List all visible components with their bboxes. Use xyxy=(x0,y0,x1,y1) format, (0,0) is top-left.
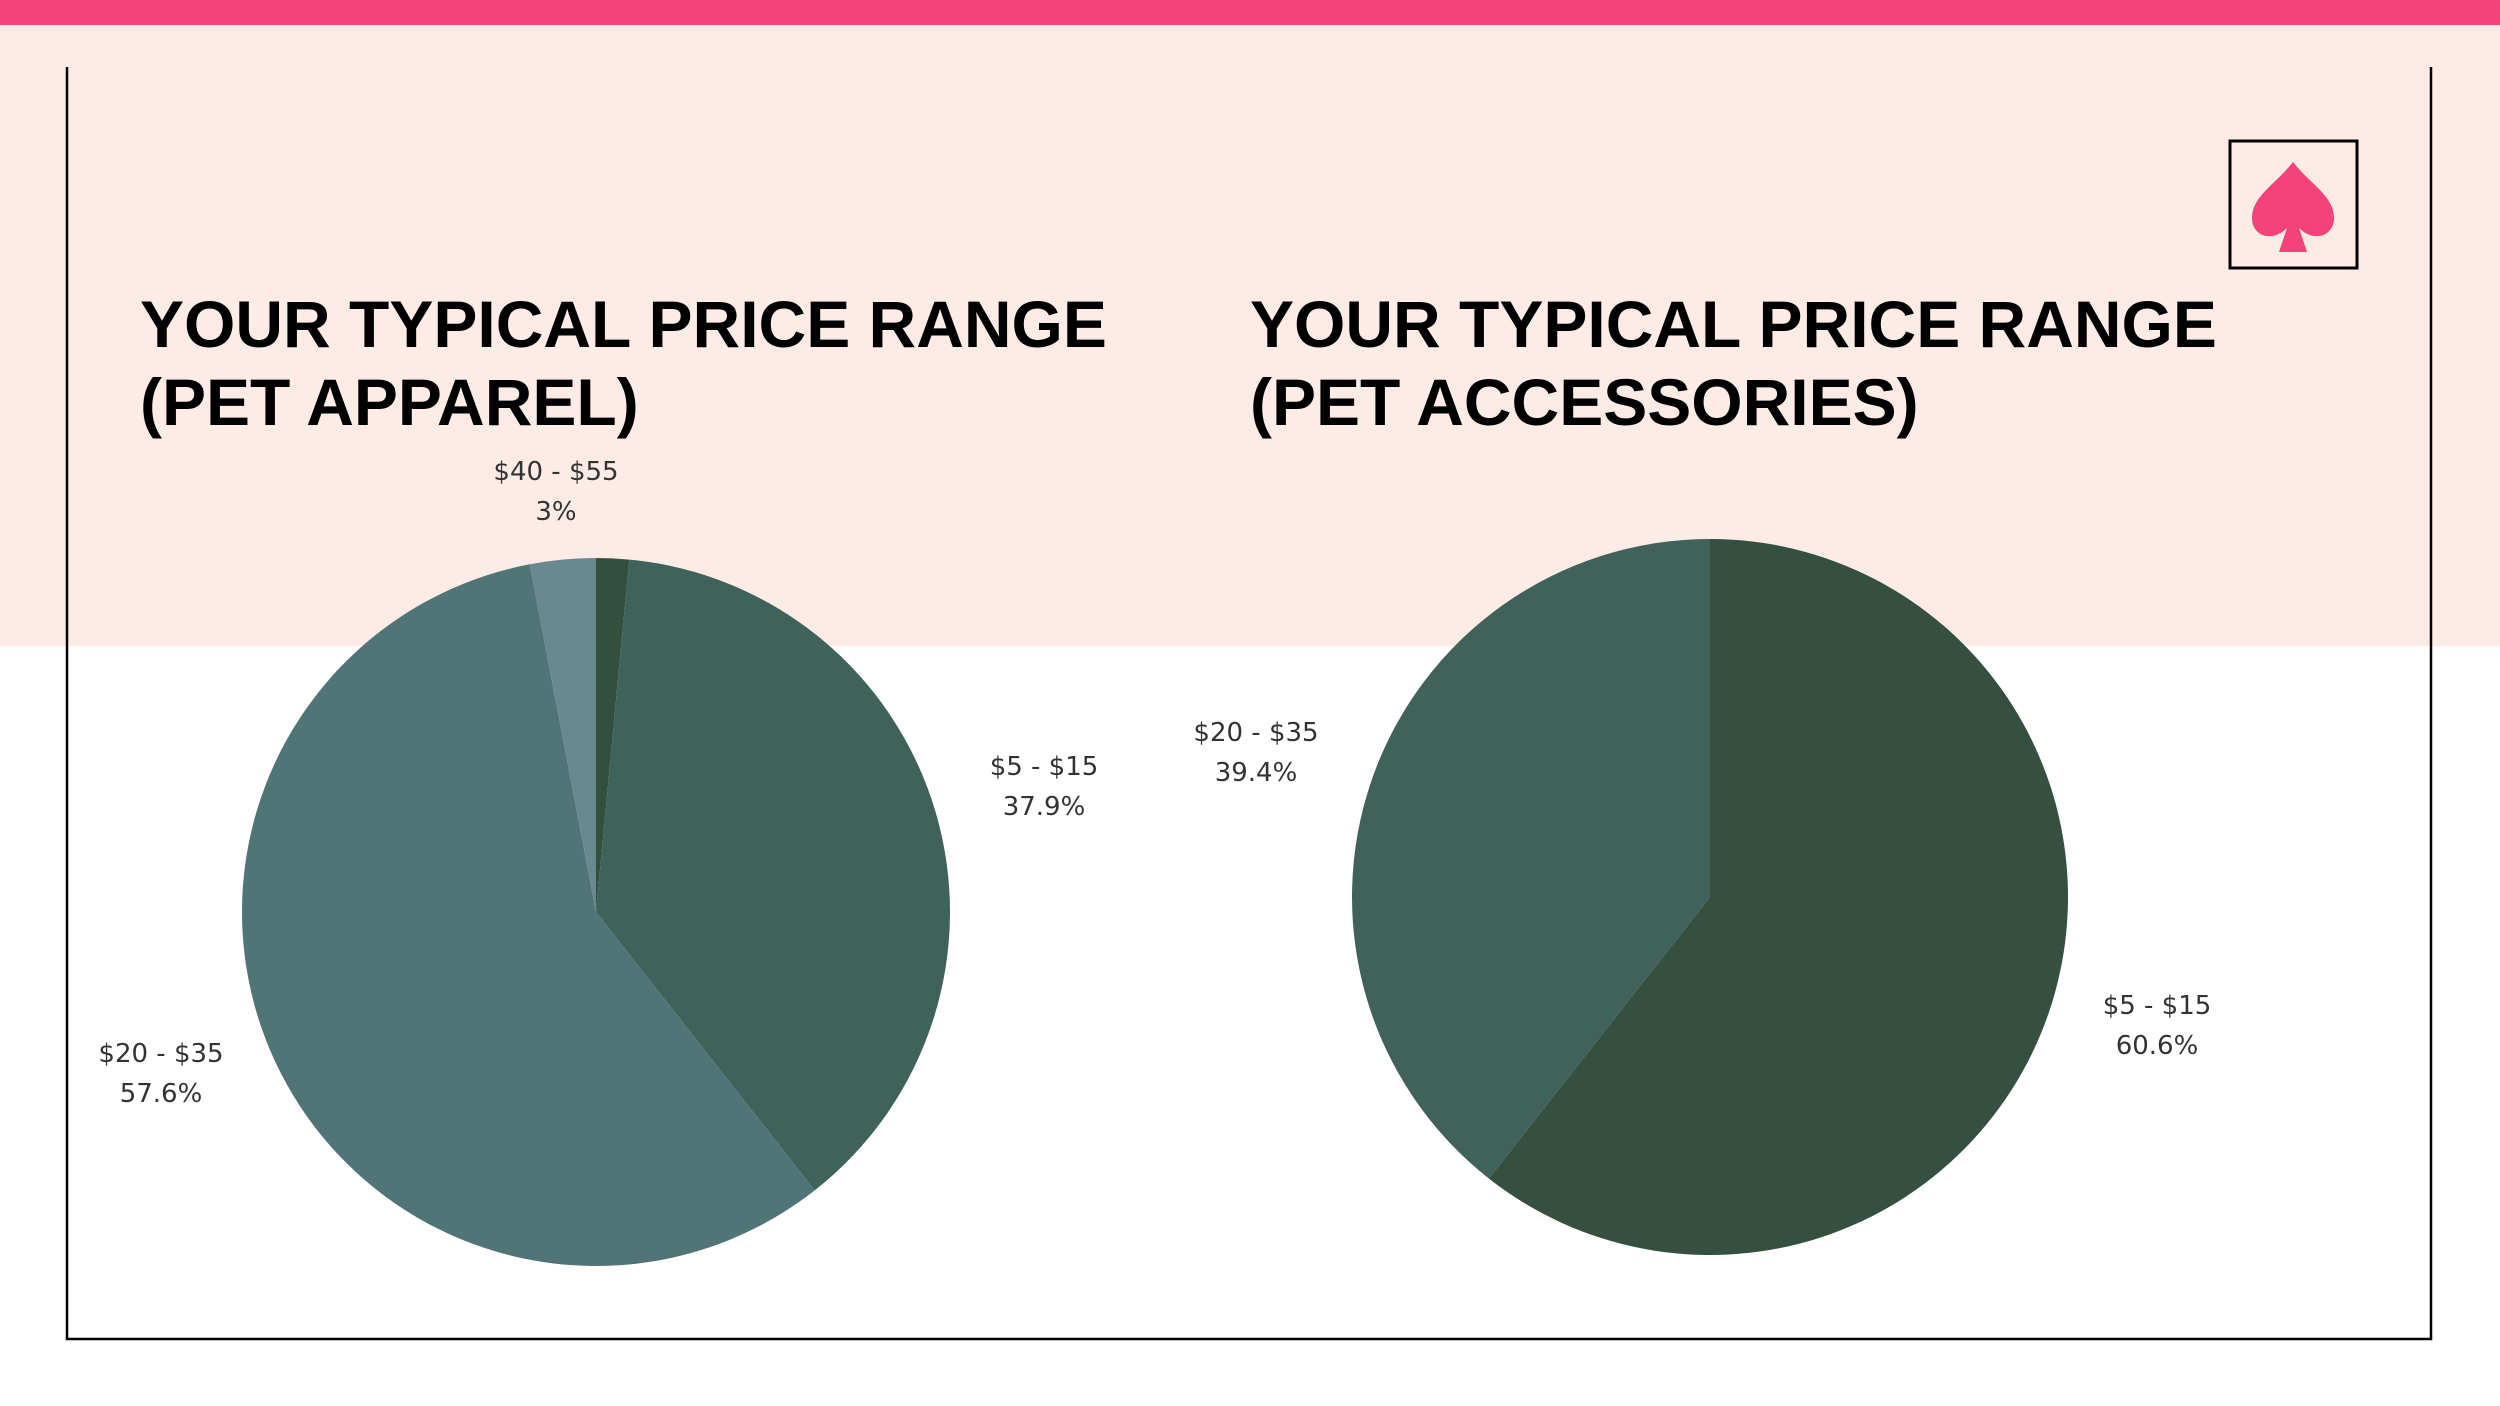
slice-category-label: $20 - $35 xyxy=(1193,718,1318,748)
pies: $5 - $15 37.9% $20 - $35 57.6% $40 - $55 3% $5… xyxy=(98,457,2212,1267)
pie-slice xyxy=(596,558,630,912)
pie-slice xyxy=(1488,539,2068,1255)
top-bar xyxy=(0,0,2500,25)
slice-value-label: 37.9% xyxy=(1003,792,1086,822)
slice-value-label: 39.4% xyxy=(1215,758,1298,788)
header-band xyxy=(0,0,2500,646)
slice-category-label: $20 - $35 xyxy=(98,1039,223,1069)
chart-title: YOUR TYPICAL PRICE RANGE (PET APPAREL) xyxy=(140,287,1107,439)
slice-value-label: 57.6% xyxy=(120,1079,203,1109)
slice-category-label: $40 - $55 xyxy=(493,457,618,487)
frame xyxy=(65,67,2433,1341)
slice-value-label: 3% xyxy=(535,497,576,527)
pie-slice xyxy=(596,559,950,1191)
slice-category-label: $5 - $15 xyxy=(990,752,1099,782)
slice-value-label: 60.6% xyxy=(2116,1031,2199,1061)
logo xyxy=(2228,139,2359,270)
slice-category-label: $5 - $15 xyxy=(2103,991,2212,1021)
pie-slice xyxy=(529,558,596,912)
chart-title: YOUR TYPICAL PRICE RANGE (PET ACCESSORIE… xyxy=(1250,287,2217,439)
pie-slice xyxy=(1352,539,1710,1179)
pie-slice xyxy=(241,564,815,1267)
